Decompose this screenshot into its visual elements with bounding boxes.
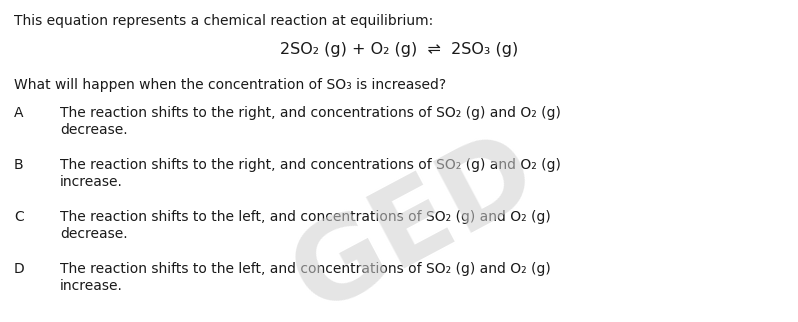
Text: decrease.: decrease. bbox=[60, 123, 128, 137]
Text: D: D bbox=[14, 262, 25, 276]
Text: increase.: increase. bbox=[60, 175, 123, 189]
Text: increase.: increase. bbox=[60, 279, 123, 293]
Text: 2SO₂ (g) + O₂ (g)  ⇌  2SO₃ (g): 2SO₂ (g) + O₂ (g) ⇌ 2SO₃ (g) bbox=[280, 42, 518, 57]
Text: B: B bbox=[14, 158, 24, 172]
Text: The reaction shifts to the right, and concentrations of SO₂ (g) and O₂ (g): The reaction shifts to the right, and co… bbox=[60, 158, 561, 172]
Text: The reaction shifts to the right, and concentrations of SO₂ (g) and O₂ (g): The reaction shifts to the right, and co… bbox=[60, 106, 561, 120]
Text: decrease.: decrease. bbox=[60, 227, 128, 241]
Text: This equation represents a chemical reaction at equilibrium:: This equation represents a chemical reac… bbox=[14, 14, 433, 28]
Text: The reaction shifts to the left, and concentrations of SO₂ (g) and O₂ (g): The reaction shifts to the left, and con… bbox=[60, 262, 551, 276]
Text: What will happen when the concentration of SO₃ is increased?: What will happen when the concentration … bbox=[14, 78, 446, 92]
Text: C: C bbox=[14, 210, 24, 224]
Text: GED: GED bbox=[275, 117, 555, 322]
Text: A: A bbox=[14, 106, 23, 120]
Text: The reaction shifts to the left, and concentrations of SO₂ (g) and O₂ (g): The reaction shifts to the left, and con… bbox=[60, 210, 551, 224]
